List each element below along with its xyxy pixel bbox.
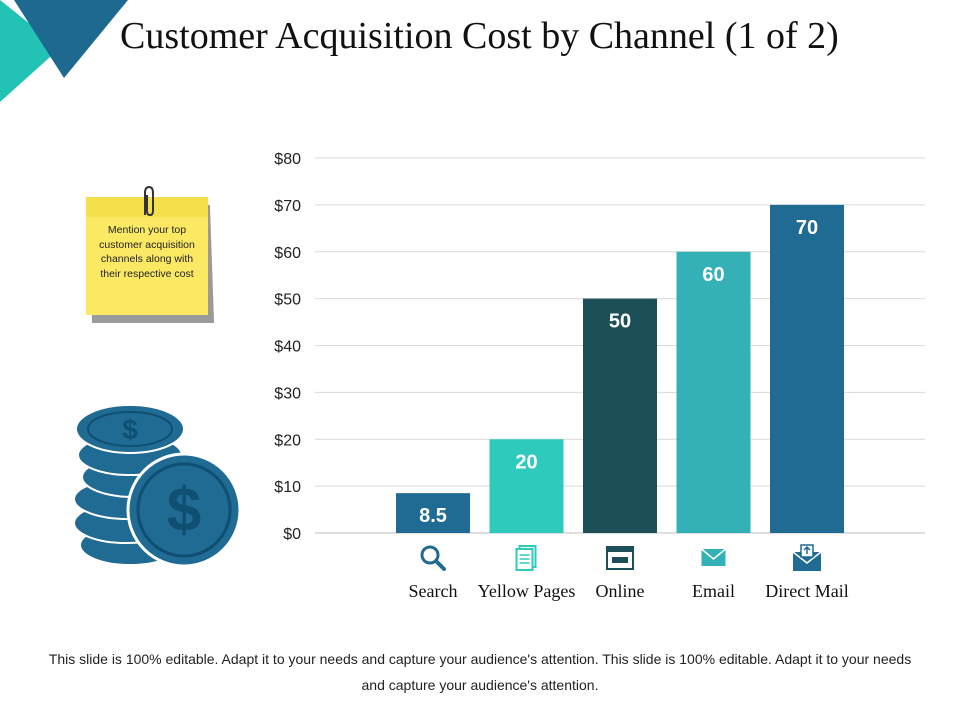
y-tick-label: $20: [274, 432, 301, 449]
slide-title: Customer Acquisition Cost by Channel (1 …: [120, 15, 839, 57]
bar-email: [676, 251, 751, 533]
search-icon: [420, 545, 446, 571]
y-tick-label: $80: [274, 151, 301, 168]
y-tick-label: $50: [274, 292, 301, 309]
y-tick-label: $30: [274, 385, 301, 402]
x-category-label: Yellow Pages: [478, 581, 576, 601]
online-browser-icon: [606, 546, 634, 570]
footer-text: This slide is 100% editable. Adapt it to…: [48, 651, 912, 693]
bar-value-label: 60: [702, 264, 724, 286]
bar-value-label: 20: [515, 451, 537, 473]
yellow-pages-icon: [515, 545, 537, 571]
paperclip-icon: [144, 185, 154, 217]
y-tick-label: $40: [274, 339, 301, 356]
email-icon: [701, 548, 726, 566]
svg-text:$: $: [122, 414, 138, 445]
coin-stack-icon: $ $: [73, 404, 242, 568]
x-category-label: Search: [409, 581, 458, 601]
corner-teal-triangle: [0, 0, 60, 102]
y-tick-label: $60: [274, 245, 301, 262]
corner-blue-triangle: [14, 0, 128, 78]
bar-value-label: 70: [796, 217, 818, 239]
svg-text:$: $: [167, 476, 201, 545]
bar-value-label: 8.5: [419, 505, 447, 527]
bar-online: [583, 298, 657, 533]
x-category-label: Email: [692, 581, 735, 601]
bar-search: [396, 493, 470, 533]
bar-chart: $0 $10 $20 $30 $40 $50 $60 $70 $80 8.5 Search 20 Yel…: [274, 151, 925, 601]
direct-mail-icon: [792, 544, 822, 571]
sticky-note-text: Mention your top customer acquisition ch…: [99, 224, 195, 280]
sticky-note: Mention your top customer acquisition ch…: [82, 185, 217, 335]
x-category-label: Online: [596, 581, 645, 601]
bar-yellow-pages: [489, 439, 564, 533]
bar-direct-mail: [770, 204, 844, 533]
y-tick-label: $70: [274, 198, 301, 215]
y-tick-label: $10: [274, 479, 301, 496]
x-category-label: Direct Mail: [765, 581, 848, 601]
bar-value-label: 50: [609, 311, 631, 333]
corner-decoration: [0, 0, 128, 102]
y-tick-label: $0: [283, 526, 301, 543]
